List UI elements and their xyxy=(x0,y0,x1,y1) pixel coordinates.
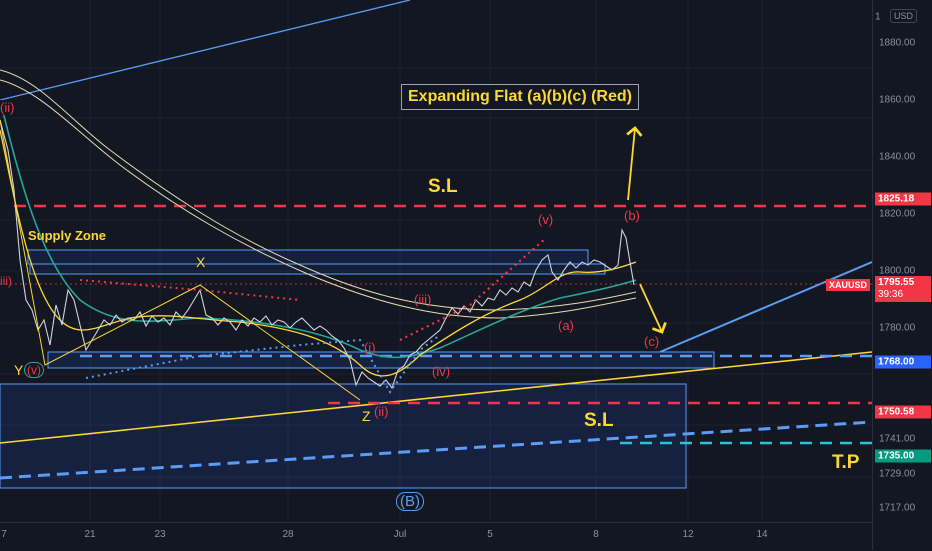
wave-ii-label: (ii) xyxy=(374,404,389,419)
price-chart[interactable] xyxy=(0,0,872,522)
price-tick: 1717.00 xyxy=(879,502,916,514)
time-tick: 5 xyxy=(487,529,493,540)
wave-iii-label: (iii) xyxy=(414,292,432,307)
expanding-flat-title: Expanding Flat (a)(b)(c) (Red) xyxy=(408,88,632,105)
stop-loss-top-label: S.L xyxy=(428,176,458,197)
wave-b-major-label: (B) xyxy=(396,492,424,511)
wave-y-label: Y xyxy=(14,362,24,378)
blue-channel-line xyxy=(659,261,872,353)
price-level-label: 1750.58 xyxy=(875,405,931,419)
wave-z-label: Z xyxy=(362,408,371,424)
current-price-value: 1795.55 xyxy=(878,277,915,288)
wave-i-label: (i) xyxy=(364,340,376,355)
time-tick: 21 xyxy=(84,529,96,540)
price-tick: 1880.00 xyxy=(879,37,916,49)
price-axis[interactable]: USD 1 1880.00 1860.00 1840.00 1820.00 1800.0… xyxy=(872,0,932,550)
demand-zone-small xyxy=(47,351,715,369)
grid-lines xyxy=(0,0,872,522)
time-tick: 23 xyxy=(154,529,166,540)
price-tick-partial: 1 xyxy=(875,11,881,23)
price-tick: 1820.00 xyxy=(879,208,916,220)
currency-button[interactable]: USD xyxy=(889,9,917,23)
yellow-target-arrow-up xyxy=(626,126,643,201)
wave-v-label: (v) xyxy=(538,212,554,227)
wave-x-label: X xyxy=(196,254,206,270)
wave-iv-label: (iv) xyxy=(432,364,451,379)
wave-a-label: (a) xyxy=(558,318,574,333)
wave-v-left-label: (v) xyxy=(24,362,44,378)
yellow-support-trendline xyxy=(0,351,872,444)
zone-box-mid xyxy=(29,263,606,275)
wave-c-label: (c) xyxy=(644,334,660,349)
red-dotted-wave-x xyxy=(79,279,301,301)
wave-ii-top-label: (ii) xyxy=(0,100,15,115)
axis-corner xyxy=(873,522,932,550)
current-price-tag: 1795.55 39:36 xyxy=(875,276,931,302)
supply-zone-label: Supply Zone xyxy=(28,228,106,243)
chart-area[interactable]: Expanding Flat (a)(b)(c) (Red) Supply Zo… xyxy=(0,0,872,522)
green-ma xyxy=(0,99,637,359)
yellow-wave-xyz xyxy=(0,119,361,401)
price-tick: 1741.00 xyxy=(879,433,916,445)
cream-ma-outer xyxy=(0,69,637,311)
price-tick: 1800.00 xyxy=(879,265,916,277)
blue-dashed-trendline xyxy=(0,420,872,480)
time-tick: 14 xyxy=(756,529,768,540)
wave-iii-left-label: iii) xyxy=(0,274,12,288)
price-level-label: 1735.00 xyxy=(875,449,931,463)
time-tick: 12 xyxy=(682,529,694,540)
price-tick: 1729.00 xyxy=(879,468,916,479)
symbol-tag: XAUUSD xyxy=(826,279,871,291)
take-profit-label: T.P xyxy=(832,452,860,473)
countdown-timer: 39:36 xyxy=(878,289,904,300)
time-tick: 7 xyxy=(1,529,7,540)
time-tick: 28 xyxy=(282,529,294,540)
expanding-flat-title-box[interactable]: Expanding Flat (a)(b)(c) (Red) xyxy=(401,84,639,110)
price-tick: 1840.00 xyxy=(879,151,916,163)
stop-loss-bottom-label: S.L xyxy=(584,410,614,431)
time-tick: 8 xyxy=(593,529,599,540)
cream-ma-inner xyxy=(0,79,637,319)
price-level-label: 1825.18 xyxy=(875,192,931,206)
time-tick: Jul xyxy=(393,529,407,540)
supply-zone-box xyxy=(27,249,589,265)
red-dotted-wave-v xyxy=(399,237,547,341)
wave-b-label: (b) xyxy=(624,208,640,223)
price-level-label: 1768.00 xyxy=(875,355,931,369)
price-series xyxy=(0,119,635,390)
upper-trendline xyxy=(0,0,411,101)
price-tick: 1780.00 xyxy=(879,322,916,334)
blue-dotted-wave xyxy=(85,334,441,394)
price-tick: 1860.00 xyxy=(879,94,916,106)
time-axis[interactable]: 7 21 23 28 Jul 5 8 12 14 xyxy=(0,522,872,551)
yellow-target-arrow-down xyxy=(639,283,667,334)
